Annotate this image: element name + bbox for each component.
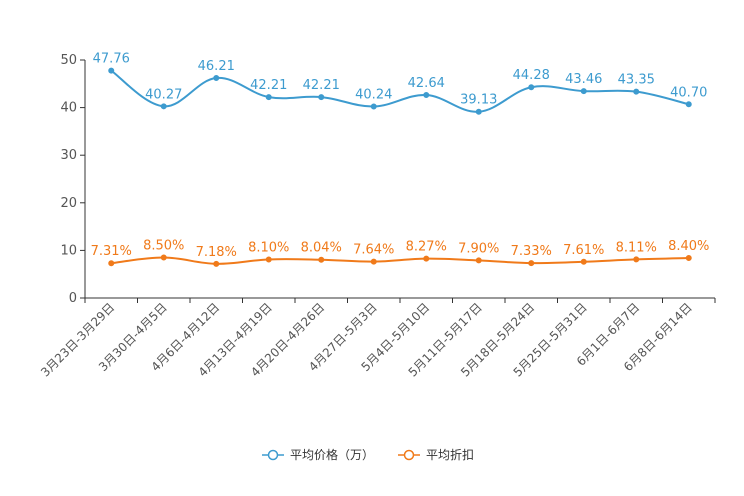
data-label: 39.13 xyxy=(460,93,497,108)
data-label: 8.11% xyxy=(616,240,657,255)
series-1: 47.76 40.27 46.21 42.21 42.21 40.24 42.64 39.13… xyxy=(93,52,707,115)
data-label: 8.10% xyxy=(248,240,289,255)
legend-label: 平均价格（万） xyxy=(290,447,374,462)
data-point xyxy=(160,254,167,261)
data-label: 40.27 xyxy=(145,87,182,102)
chart-legend[interactable]: 平均价格（万） 平均折扣 xyxy=(262,447,474,462)
data-label: 42.21 xyxy=(303,78,340,93)
data-label: 7.90% xyxy=(458,241,499,256)
series-layer: 47.76 40.27 46.21 42.21 42.21 40.24 42.64 39.13… xyxy=(91,52,709,267)
series-line xyxy=(111,256,689,265)
data-point xyxy=(475,257,482,264)
data-label: 7.33% xyxy=(511,244,552,259)
y-tick-label: 20 xyxy=(60,196,77,211)
data-label: 40.70 xyxy=(670,85,707,100)
data-label: 43.46 xyxy=(565,72,602,87)
data-point xyxy=(370,103,377,110)
data-point xyxy=(528,260,535,267)
data-point xyxy=(160,103,167,110)
data-point xyxy=(108,67,115,74)
y-tick-label: 40 xyxy=(60,101,77,116)
y-tick-label: 50 xyxy=(60,53,77,68)
legend-item-2[interactable]: 平均折扣 xyxy=(398,447,474,462)
data-point xyxy=(633,256,640,263)
data-label: 44.28 xyxy=(513,68,550,83)
data-point xyxy=(685,101,692,108)
legend-marker xyxy=(267,449,279,461)
data-point xyxy=(633,88,640,95)
y-tick-label: 10 xyxy=(60,243,77,258)
data-point xyxy=(318,256,325,263)
y-tick-label: 30 xyxy=(60,148,77,163)
legend-marker xyxy=(403,449,415,461)
data-point xyxy=(370,258,377,265)
data-point xyxy=(265,256,272,263)
data-point xyxy=(580,258,587,265)
data-point xyxy=(265,94,272,101)
data-label: 7.64% xyxy=(353,243,394,258)
data-label: 8.27% xyxy=(406,240,447,255)
data-label: 40.24 xyxy=(355,87,392,102)
data-point xyxy=(528,84,535,91)
series-2: 7.31% 8.50% 7.18% 8.10% 8.04% 7.64% 8.27% 7.90%… xyxy=(91,239,709,267)
data-label: 7.31% xyxy=(91,244,132,259)
data-label: 42.21 xyxy=(250,78,287,93)
y-tick-label: 0 xyxy=(69,291,77,306)
data-label: 7.18% xyxy=(196,245,237,260)
data-label: 7.61% xyxy=(563,243,604,258)
data-point xyxy=(108,260,115,267)
data-label: 46.21 xyxy=(198,59,235,74)
legend-item-1[interactable]: 平均价格（万） xyxy=(262,447,374,462)
data-point xyxy=(423,255,430,262)
data-point xyxy=(318,94,325,101)
data-point xyxy=(475,108,482,115)
data-label: 8.04% xyxy=(301,241,342,256)
data-point xyxy=(685,255,692,262)
data-label: 43.35 xyxy=(618,73,655,88)
data-point xyxy=(580,88,587,95)
data-point xyxy=(423,92,430,99)
data-label: 42.64 xyxy=(408,76,445,91)
data-point xyxy=(213,75,220,82)
data-label: 47.76 xyxy=(93,52,130,67)
data-label: 8.40% xyxy=(668,239,709,254)
legend-label: 平均折扣 xyxy=(426,447,474,462)
data-point xyxy=(213,260,220,267)
data-label: 8.50% xyxy=(143,239,184,254)
